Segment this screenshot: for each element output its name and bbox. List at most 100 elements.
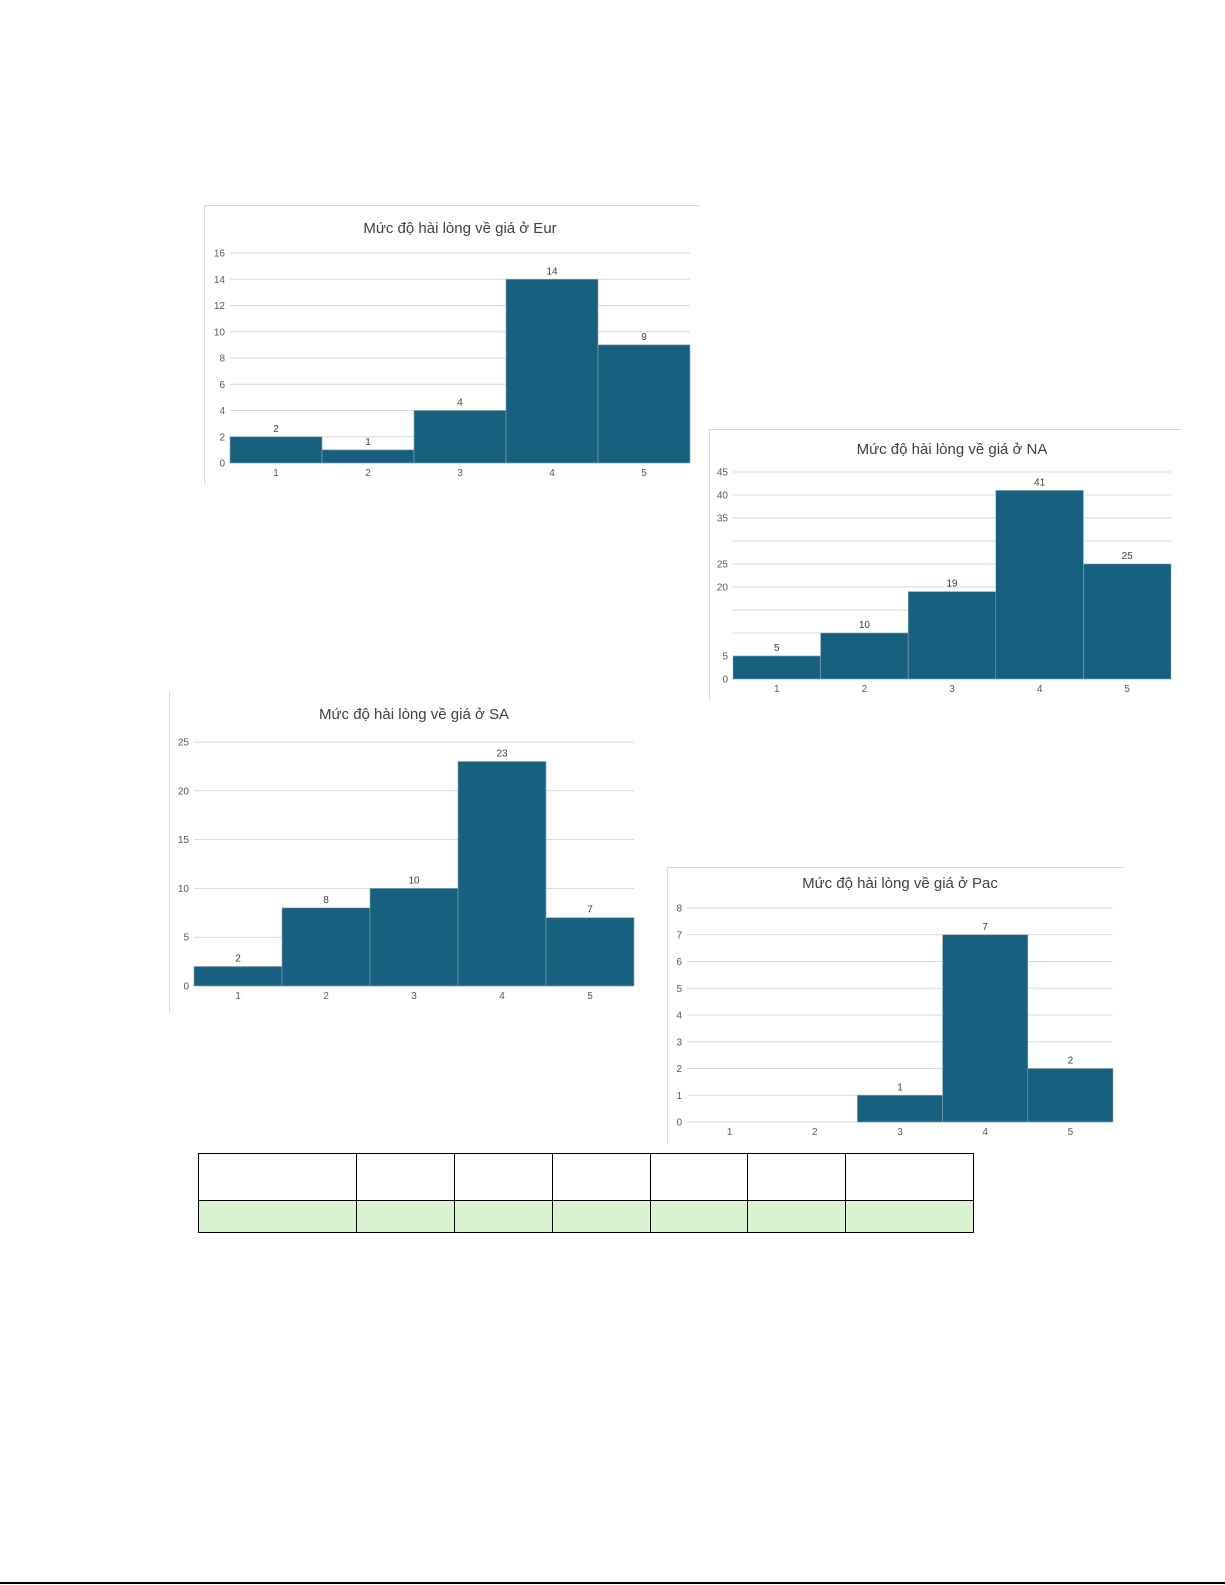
- x-tick-label: 3: [897, 1127, 903, 1138]
- data-label: 5: [774, 643, 780, 654]
- table-cell: [356, 1153, 455, 1201]
- data-label: 10: [408, 875, 420, 886]
- table-cell: [747, 1153, 846, 1201]
- y-tick-label: 7: [676, 930, 682, 941]
- chart-title: Mức độ hài lòng về giá ở SA: [319, 706, 509, 723]
- data-label: 25: [1122, 551, 1134, 562]
- y-tick-label: 5: [676, 984, 682, 995]
- data-label: 8: [323, 895, 329, 906]
- bar: [820, 632, 909, 680]
- table-cell: [198, 1200, 357, 1233]
- chart-eur: 0 2 4 6 8 10 12 14 16 Mức độ hài lòng về giá ở Eu…: [204, 205, 700, 485]
- y-tick-label: 16: [214, 249, 226, 260]
- y-tick-label: 45: [717, 468, 729, 479]
- y-tick-label: 12: [214, 301, 226, 312]
- bar: [995, 490, 1084, 680]
- bar: [907, 591, 997, 680]
- y-tick-label: 15: [178, 835, 190, 846]
- x-tick-label: 4: [1037, 684, 1043, 695]
- x-tick-label: 3: [411, 991, 417, 1002]
- table-cell: [845, 1153, 974, 1201]
- data-label: 4: [457, 398, 463, 409]
- table-cell: [356, 1200, 455, 1233]
- x-tick-label: 2: [323, 991, 329, 1002]
- bar: [369, 888, 459, 987]
- table-cell: [552, 1153, 651, 1201]
- data-label: 10: [859, 620, 871, 631]
- bar: [321, 449, 415, 464]
- x-tick-label: 3: [457, 468, 463, 479]
- table-cell: [650, 1200, 748, 1233]
- page-bottom-rule: [0, 1582, 1225, 1584]
- chart-title: Mức độ hài lòng về giá ở Pac: [802, 875, 998, 892]
- y-tick-label: 1: [676, 1091, 682, 1102]
- x-tick-label: 1: [727, 1127, 733, 1138]
- bar: [1083, 563, 1172, 680]
- y-tick-label: 40: [717, 491, 729, 502]
- bar: [193, 966, 283, 987]
- y-tick-label: 25: [178, 738, 190, 749]
- bar: [505, 278, 599, 464]
- x-tick-label: 4: [499, 991, 505, 1002]
- data-table: [198, 1153, 974, 1233]
- bar: [732, 655, 821, 680]
- summary-table: [198, 1153, 974, 1233]
- chart-na: 0 5 20 25 35 40 45 Mức độ hài lòng về giá ở NA 5…: [709, 429, 1181, 701]
- data-label: 7: [982, 922, 988, 933]
- chart-frame: [667, 867, 1123, 1143]
- bar: [457, 761, 547, 987]
- data-label: 19: [946, 579, 958, 590]
- table-cell: [454, 1153, 553, 1201]
- data-label: 14: [546, 266, 558, 277]
- bar: [1027, 1068, 1114, 1123]
- data-label: 2: [235, 953, 241, 964]
- x-tick-label: 1: [774, 684, 780, 695]
- bar: [281, 907, 371, 987]
- y-tick-label: 10: [214, 327, 226, 338]
- y-tick-label: 5: [722, 652, 728, 663]
- data-label: 23: [496, 749, 508, 760]
- x-tick-label: 1: [273, 468, 279, 479]
- y-tick-label: 20: [717, 583, 729, 594]
- y-tick-label: 8: [219, 354, 225, 365]
- data-label: 2: [273, 424, 279, 435]
- y-tick-label: 35: [717, 514, 729, 525]
- table-row: [198, 1153, 974, 1201]
- chart-title: Mức độ hài lòng về giá ở NA: [857, 441, 1048, 458]
- y-tick-label: 6: [219, 380, 225, 391]
- bar: [545, 917, 635, 987]
- y-tick-label: 2: [676, 1064, 682, 1075]
- table-cell: [198, 1153, 357, 1201]
- x-tick-label: 2: [862, 684, 868, 695]
- data-label: 9: [641, 332, 647, 343]
- y-tick-label: 8: [676, 904, 682, 915]
- y-tick-label: 2: [219, 432, 225, 443]
- chart-pac: 0 1 2 3 4 5 6 7 8 Mức độ hài lòng về giá ở Pac 1 2 1…: [667, 867, 1123, 1143]
- y-tick-label: 14: [214, 275, 226, 286]
- x-tick-label: 1: [235, 991, 241, 1002]
- chart-sa: 0 5 10 15 20 25 Mức độ hài lòng về giá ở SA 2 1 8…: [169, 692, 639, 1012]
- data-label: 1: [365, 437, 371, 448]
- y-tick-label: 10: [178, 884, 190, 895]
- data-label: 1: [897, 1082, 903, 1093]
- chart-pac-svg: 0 1 2 3 4 5 6 7 8 Mức độ hài lòng về giá ở Pac 1 2 1…: [667, 867, 1123, 1143]
- y-tick-label: 5: [183, 933, 189, 944]
- x-tick-label: 5: [1068, 1127, 1074, 1138]
- y-tick-label: 6: [676, 957, 682, 968]
- y-tick-label: 20: [178, 786, 190, 797]
- y-tick-label: 4: [219, 406, 225, 417]
- bar: [942, 934, 1029, 1123]
- table-cell: [650, 1153, 748, 1201]
- y-tick-label: 0: [219, 459, 225, 470]
- y-tick-label: 4: [676, 1011, 682, 1022]
- y-tick-label: 0: [676, 1118, 682, 1129]
- chart-title: Mức độ hài lòng về giá ở Eur: [363, 220, 556, 237]
- table-cell: [747, 1200, 846, 1233]
- bar: [597, 344, 691, 464]
- bar: [857, 1094, 943, 1123]
- table-cell: [552, 1200, 651, 1233]
- x-tick-label: 4: [549, 468, 555, 479]
